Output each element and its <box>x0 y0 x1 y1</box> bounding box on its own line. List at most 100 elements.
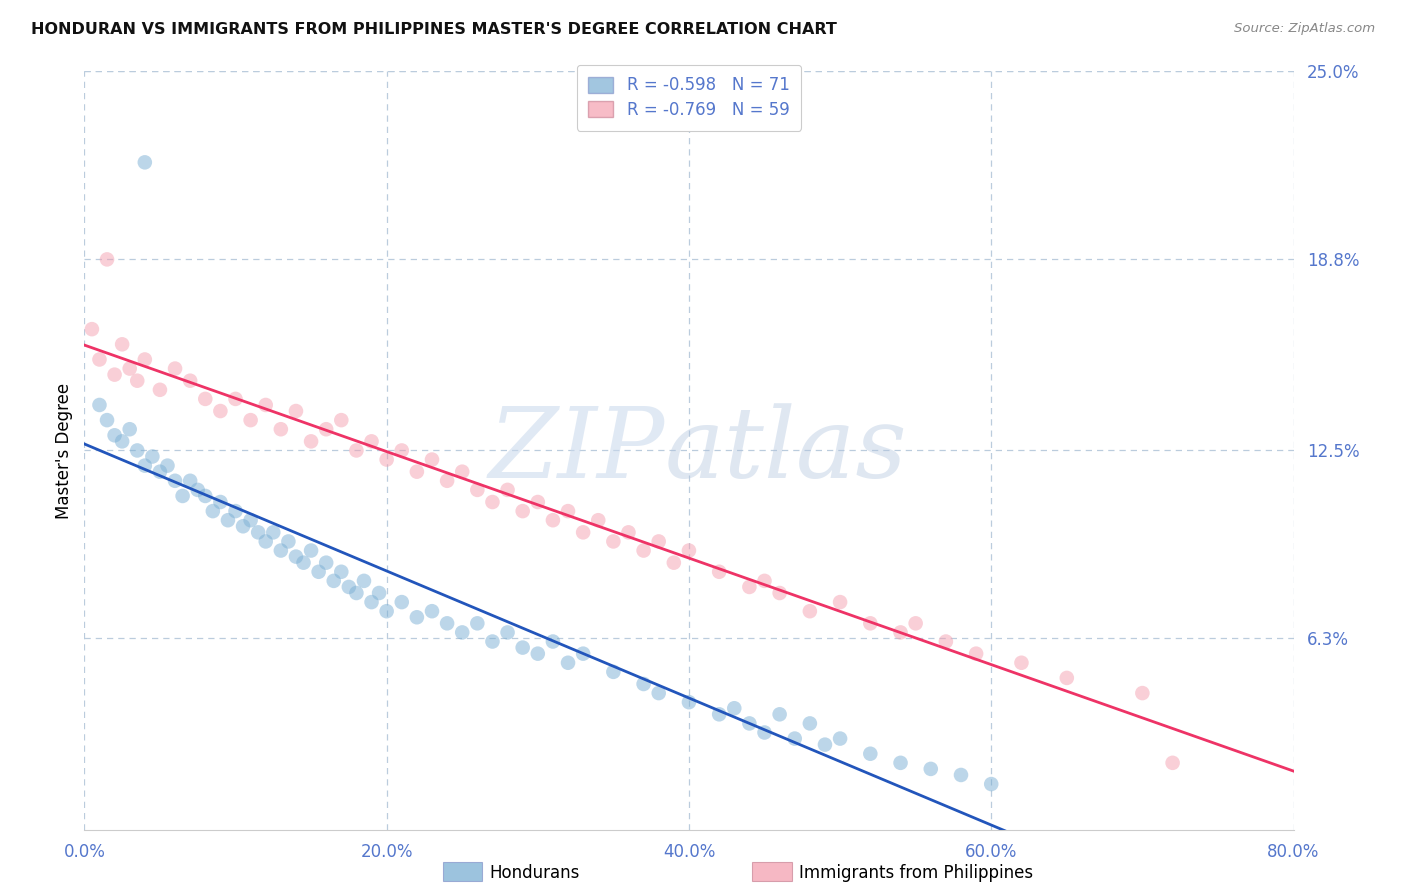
Point <box>830 595 852 609</box>
Point <box>292 556 315 570</box>
Point <box>527 647 550 661</box>
Point <box>512 640 534 655</box>
Text: Immigrants from Philippines: Immigrants from Philippines <box>799 864 1033 882</box>
Point <box>496 483 519 497</box>
Text: Source: ZipAtlas.com: Source: ZipAtlas.com <box>1234 22 1375 36</box>
Point <box>541 513 564 527</box>
Point <box>709 707 731 722</box>
Point <box>375 604 398 618</box>
Point <box>678 543 700 558</box>
Point <box>134 155 156 169</box>
Point <box>156 458 179 473</box>
Point <box>588 513 610 527</box>
Point <box>232 519 254 533</box>
Point <box>557 504 579 518</box>
Point <box>217 513 239 527</box>
Point <box>254 398 277 412</box>
Point <box>118 422 141 436</box>
Point <box>165 474 187 488</box>
Point <box>187 483 209 497</box>
Point <box>783 731 806 746</box>
Point <box>1161 756 1184 770</box>
Point <box>436 616 458 631</box>
Point <box>89 398 111 412</box>
Point <box>890 756 912 770</box>
Y-axis label: Master's Degree: Master's Degree <box>55 383 73 518</box>
Point <box>451 465 474 479</box>
Point <box>111 434 134 449</box>
Point <box>247 525 270 540</box>
Point <box>406 465 429 479</box>
Point <box>799 604 821 618</box>
Point <box>277 534 299 549</box>
Point <box>723 701 745 715</box>
Point <box>285 404 308 418</box>
Point <box>104 368 127 382</box>
Point <box>118 361 141 376</box>
Point <box>572 647 595 661</box>
Point <box>496 625 519 640</box>
Point <box>270 422 292 436</box>
Point <box>270 543 292 558</box>
Point <box>935 634 957 648</box>
Point <box>648 534 671 549</box>
Point <box>662 556 685 570</box>
Point <box>353 574 375 588</box>
Point <box>859 747 882 761</box>
Point <box>141 450 163 464</box>
Point <box>541 634 564 648</box>
Point <box>149 465 172 479</box>
Point <box>209 404 232 418</box>
Point <box>315 556 337 570</box>
Point <box>239 413 262 427</box>
Point <box>799 716 821 731</box>
Point <box>830 731 852 746</box>
Point <box>368 586 391 600</box>
Point <box>127 374 149 388</box>
Point <box>225 392 247 406</box>
Point <box>738 716 761 731</box>
Point <box>172 489 194 503</box>
Point <box>391 443 413 458</box>
Point <box>406 610 429 624</box>
Point <box>467 616 489 631</box>
Point <box>420 604 443 618</box>
Point <box>602 534 624 549</box>
Legend: R = -0.598   N = 71, R = -0.769   N = 59: R = -0.598 N = 71, R = -0.769 N = 59 <box>576 64 801 130</box>
Point <box>648 686 671 700</box>
Point <box>890 625 912 640</box>
Point <box>225 504 247 518</box>
Point <box>179 474 201 488</box>
Point <box>451 625 474 640</box>
Point <box>346 443 368 458</box>
Point <box>299 434 322 449</box>
Point <box>239 513 262 527</box>
Point <box>89 352 111 367</box>
Point <box>127 443 149 458</box>
Point <box>814 738 837 752</box>
Point <box>512 504 534 518</box>
Point <box>633 677 655 691</box>
Text: HONDURAN VS IMMIGRANTS FROM PHILIPPINES MASTER'S DEGREE CORRELATION CHART: HONDURAN VS IMMIGRANTS FROM PHILIPPINES … <box>31 22 837 37</box>
Point <box>179 374 201 388</box>
Point <box>709 565 731 579</box>
Point <box>481 495 503 509</box>
Point <box>165 361 187 376</box>
Point <box>1011 656 1033 670</box>
Point <box>920 762 942 776</box>
Point <box>360 595 382 609</box>
Point <box>149 383 172 397</box>
Point <box>950 768 973 782</box>
Point <box>80 322 103 336</box>
Point <box>617 525 640 540</box>
Point <box>111 337 134 351</box>
Point <box>678 695 700 709</box>
Point <box>194 392 217 406</box>
Point <box>980 777 1002 791</box>
Point <box>859 616 882 631</box>
Point <box>738 580 761 594</box>
Point <box>254 534 277 549</box>
Point <box>299 543 322 558</box>
Point <box>481 634 503 648</box>
Point <box>1056 671 1078 685</box>
